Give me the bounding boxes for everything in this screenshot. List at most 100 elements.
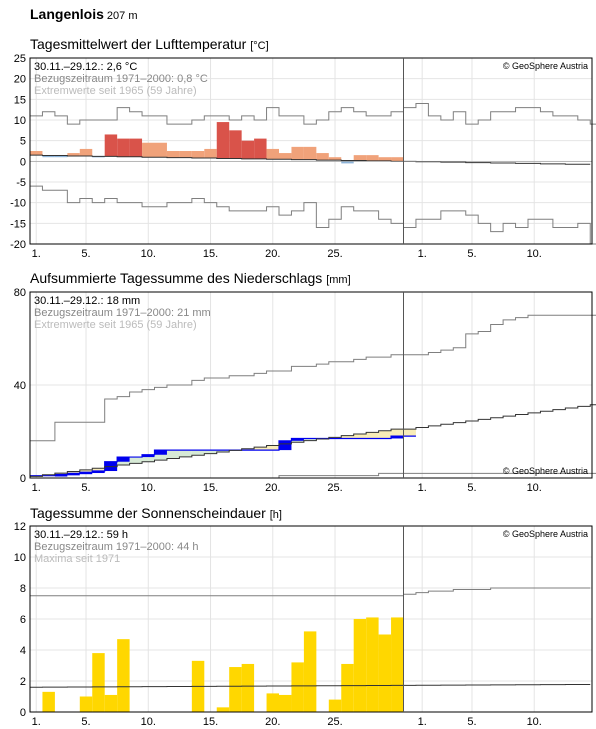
x-tick-label: 5. xyxy=(467,716,476,728)
y-tick-label: 6 xyxy=(20,614,26,626)
precip-diff-area xyxy=(79,469,93,473)
x-tick-label: 5. xyxy=(467,482,476,494)
sunshine-bar xyxy=(42,691,55,712)
sunshine-title: Tagessumme der Sonnenscheindauer xyxy=(30,505,266,521)
precip-diff-area xyxy=(191,450,205,456)
precip-day-bar xyxy=(391,436,404,439)
temperature-bar xyxy=(79,148,93,156)
x-tick-label: 25. xyxy=(327,248,342,260)
sunshine-bar xyxy=(391,617,404,712)
temperature-title: Tagesmittelwert der Lufttemperatur xyxy=(30,36,247,52)
sunshine-bar xyxy=(366,617,379,712)
precip-diff-area xyxy=(403,429,416,437)
temperature-bar xyxy=(117,138,130,157)
summary-normal: Bezugszeitraum 1971–2000: 44 h xyxy=(34,541,199,553)
precip-diff-area xyxy=(391,429,404,437)
copyright: © GeoSphere Austria xyxy=(503,61,588,71)
y-tick-label: 2 xyxy=(20,676,26,688)
station-altitude: 207 m xyxy=(106,10,138,22)
temperature-bar xyxy=(316,153,329,161)
temperature-bar xyxy=(191,151,205,159)
x-tick-label: 5. xyxy=(467,248,476,260)
sunshine-bar xyxy=(378,634,392,712)
precip-day-bar xyxy=(142,454,155,458)
extreme-max-line xyxy=(30,314,596,442)
maxima-line-after xyxy=(403,587,591,596)
temperature-bar xyxy=(42,155,55,158)
precipitation-panel-title: Aufsummierte Tagessumme des Niederschlag… xyxy=(30,270,351,286)
precip-diff-area xyxy=(92,468,105,472)
sunshine-bar xyxy=(79,696,93,712)
sunshine-bar xyxy=(291,662,304,712)
copyright: © GeoSphere Austria xyxy=(503,529,588,539)
summary-extremes: Maxima seit 1971 xyxy=(34,553,120,565)
x-tick-label: 5. xyxy=(81,716,90,728)
precip-diff-area xyxy=(166,450,180,459)
y-tick-label: 0 xyxy=(20,473,26,485)
x-tick-label: 10. xyxy=(141,248,156,260)
y-tick-label: 5 xyxy=(20,136,26,148)
x-tick-label: 1. xyxy=(32,482,41,494)
sunshine-panel-title: Tagessumme der Sonnenscheindauer [h] xyxy=(30,505,282,521)
precip-diff-area xyxy=(303,438,317,441)
station-name: Langenlois xyxy=(30,6,104,22)
sunshine-bar xyxy=(353,619,367,712)
x-tick-label: 1. xyxy=(32,716,41,728)
summary-current: 30.11.–29.12.: 18 mm xyxy=(34,295,140,307)
precip-day-bar xyxy=(279,440,292,451)
precip-diff-area xyxy=(266,445,279,451)
sunshine-unit: [h] xyxy=(269,509,282,521)
normal-cum-line xyxy=(30,404,596,477)
x-tick-label: 15. xyxy=(203,716,218,728)
temperature-bar xyxy=(291,146,304,160)
temperature-bar xyxy=(204,148,217,159)
summary-current: 30.11.–29.12.: 59 h xyxy=(34,529,128,541)
precip-diff-area xyxy=(254,447,267,451)
sunshine-bar xyxy=(279,694,292,712)
precip-diff-area xyxy=(179,450,192,457)
x-tick-label: 10. xyxy=(527,482,542,494)
summary-extremes: Extremwerte seit 1965 (59 Jahre) xyxy=(34,319,197,331)
sunshine-bar xyxy=(117,639,130,712)
precip-diff-area xyxy=(378,430,392,439)
precip-diff-area xyxy=(341,435,354,439)
temperature-bar xyxy=(30,151,43,156)
precip-diff-area xyxy=(353,434,367,439)
temperature-unit: [°C] xyxy=(250,40,269,52)
x-tick-label: 20. xyxy=(265,248,280,260)
x-tick-label: 1. xyxy=(418,482,427,494)
temperature-bar xyxy=(154,142,167,158)
sunshine-bar xyxy=(341,663,354,712)
summary-extremes: Extremwerte seit 1965 (59 Jahre) xyxy=(34,85,197,97)
temperature-bar xyxy=(366,155,379,161)
sunshine-bar xyxy=(216,707,230,712)
plot-frame xyxy=(29,525,593,713)
temperature-bar xyxy=(279,153,292,160)
temperature-bar xyxy=(166,151,180,158)
y-tick-label: 10 xyxy=(14,552,26,564)
copyright: © GeoSphere Austria xyxy=(503,466,588,476)
x-tick-label: 1. xyxy=(32,248,41,260)
precip-diff-area xyxy=(67,471,80,474)
precip-day-bar xyxy=(54,474,68,477)
temperature-bar xyxy=(179,151,192,158)
precip-day-bar xyxy=(117,457,130,462)
sunshine-bar xyxy=(241,663,255,712)
precip-diff-area xyxy=(154,450,167,461)
y-tick-label: 0 xyxy=(20,156,26,168)
y-tick-label: -20 xyxy=(10,239,26,251)
precipitation-title: Aufsummierte Tagessumme des Niederschlag… xyxy=(30,270,323,286)
plot-frame xyxy=(29,57,593,245)
summary-normal: Bezugszeitraum 1971–2000: 0,8 °C xyxy=(34,73,208,85)
y-tick-label: 8 xyxy=(20,583,26,595)
precip-day-bar xyxy=(67,473,80,476)
temperature-bar xyxy=(328,157,342,161)
sunshine-bar xyxy=(303,631,317,712)
x-tick-label: 25. xyxy=(327,482,342,494)
sunshine-bar xyxy=(328,699,342,712)
precip-day-bar xyxy=(291,438,304,441)
temperature-bar xyxy=(129,138,143,157)
precip-diff-area xyxy=(241,448,255,451)
x-tick-label: 20. xyxy=(265,482,280,494)
